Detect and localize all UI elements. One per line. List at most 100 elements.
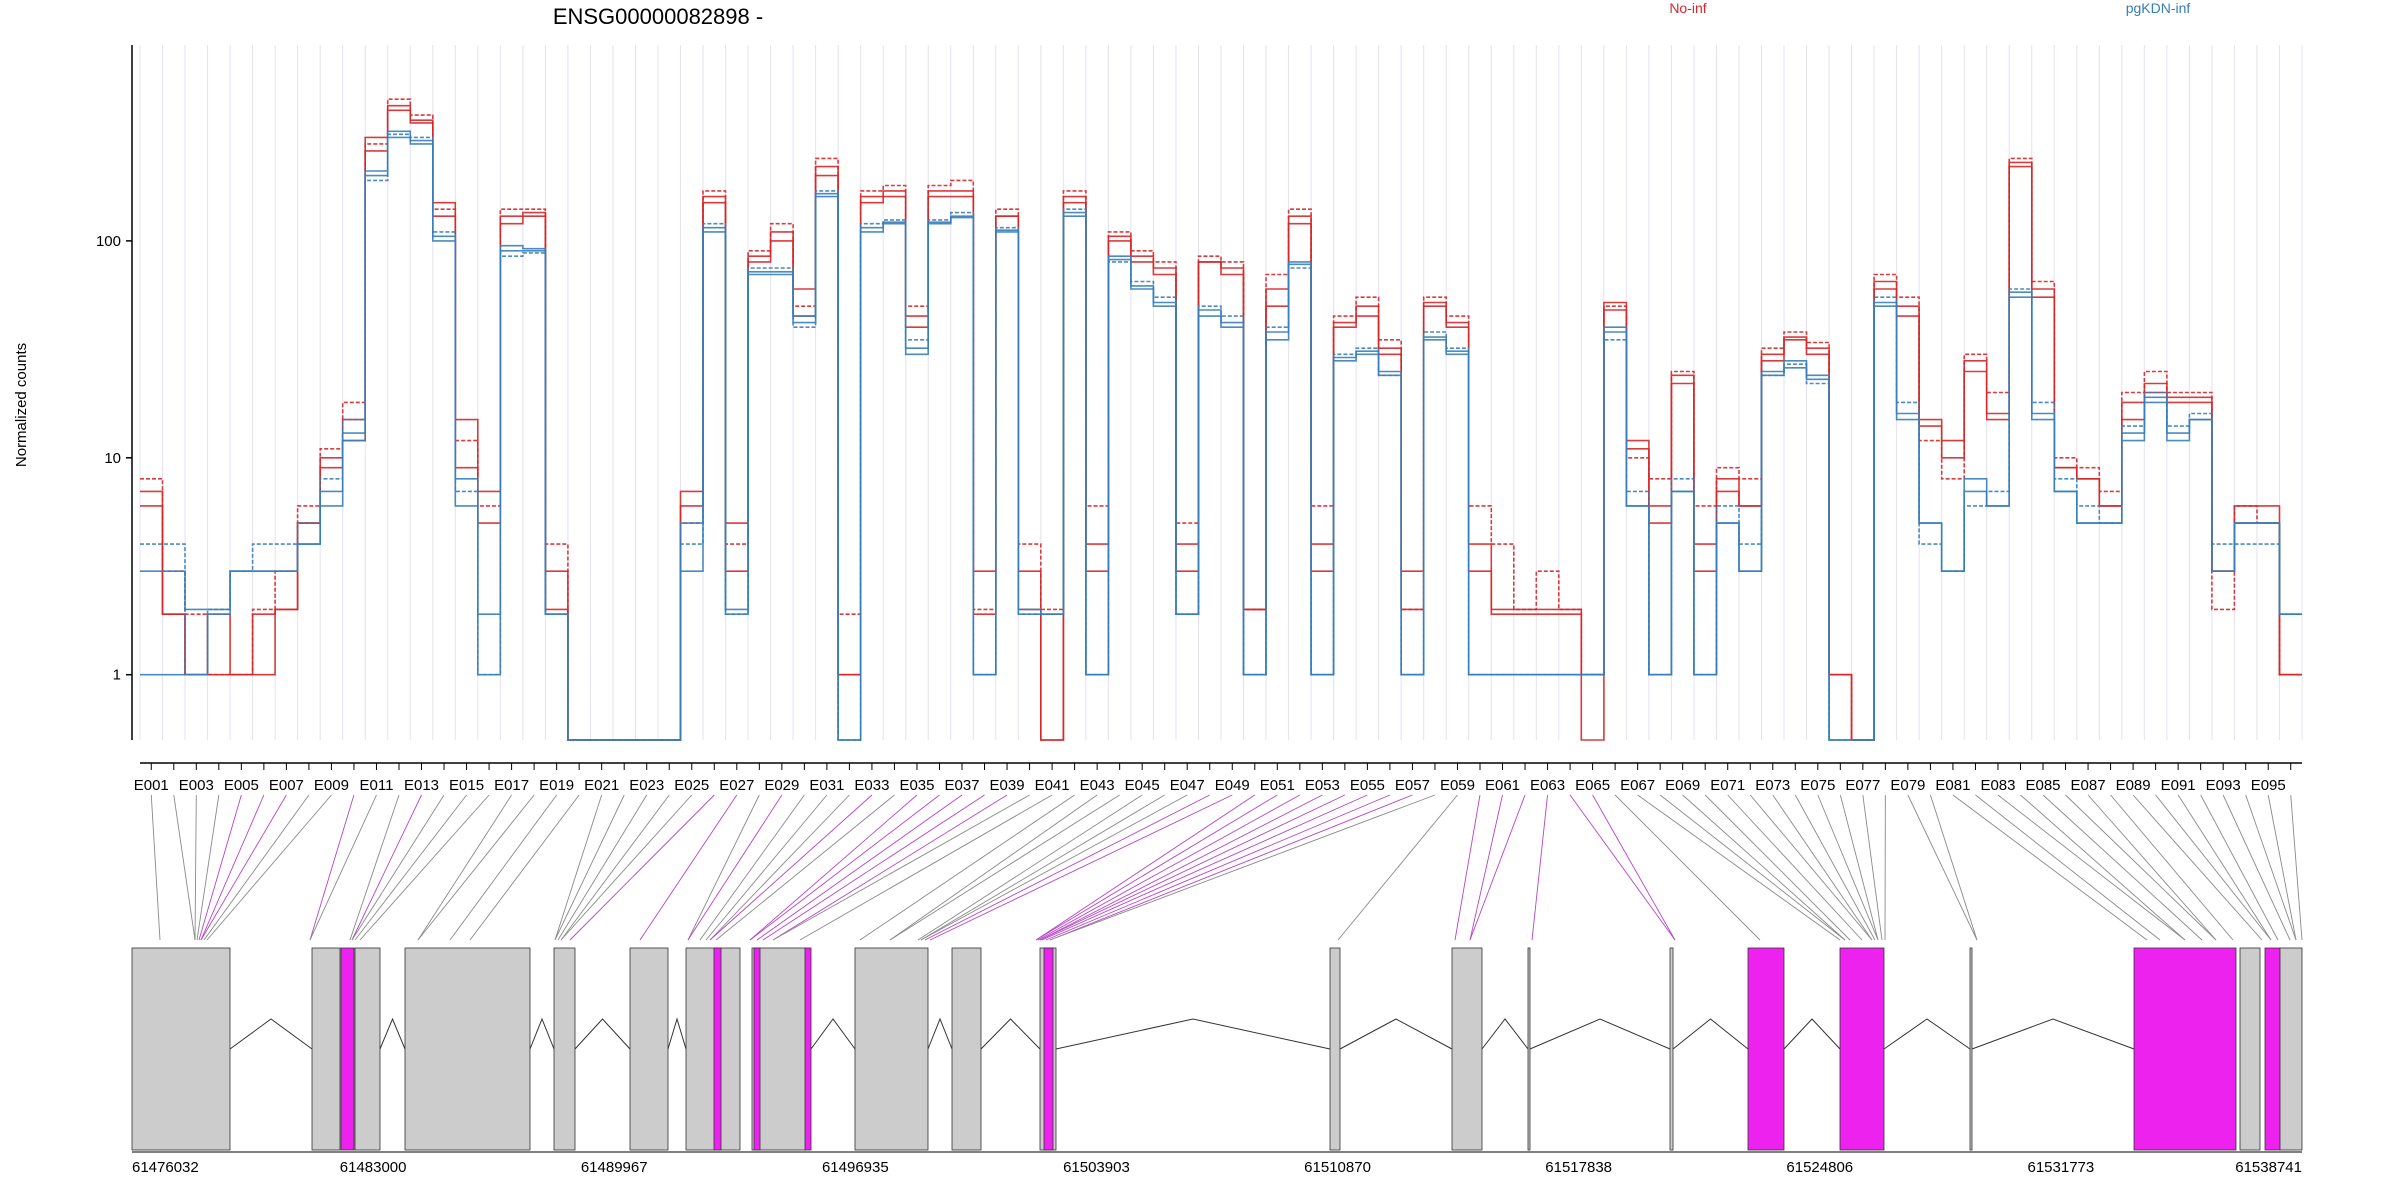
exon-connector xyxy=(2200,794,2279,941)
exon-connector xyxy=(709,794,850,941)
exon-connector xyxy=(1469,794,1503,941)
exon-connector xyxy=(1772,794,1873,941)
x-tick-label: E069 xyxy=(1665,777,1700,794)
exon-connector xyxy=(1952,794,2148,941)
exon-connector xyxy=(1997,794,2186,941)
x-tick-label: E083 xyxy=(1980,777,2015,794)
exon-block xyxy=(1527,947,1531,1151)
highlighted-exon xyxy=(1839,947,1885,1151)
exon-connector xyxy=(889,794,1098,941)
x-tick-label: E005 xyxy=(224,777,259,794)
chart-title: ENSG00000082898 - xyxy=(553,4,763,29)
exon-connector xyxy=(749,794,918,941)
x-tick-label: E039 xyxy=(990,777,1025,794)
exon-connector xyxy=(354,794,467,941)
exon-block xyxy=(2239,947,2261,1151)
exon-connector xyxy=(2267,794,2297,941)
intron-line xyxy=(1339,1018,1453,1050)
exon-block xyxy=(854,947,929,1151)
x-tick-label: E081 xyxy=(1935,777,1970,794)
exon-connector xyxy=(705,794,828,941)
series-line-pgkdn-inf xyxy=(140,130,2302,741)
exon-connector xyxy=(554,794,625,941)
exon-connector xyxy=(1454,794,1481,941)
x-tick-label: E029 xyxy=(764,777,799,794)
legend-no-inf: No-inf xyxy=(1669,0,1706,16)
coordinate-label: 61538741 xyxy=(2235,1159,2302,1176)
exon-connector xyxy=(173,794,196,941)
exon-connector xyxy=(715,794,895,941)
exon-connector xyxy=(2177,794,2272,941)
exon-block xyxy=(131,947,231,1151)
exon-block xyxy=(1669,947,1674,1151)
x-tick-label: E093 xyxy=(2206,777,2241,794)
x-tick-label: E027 xyxy=(719,777,754,794)
exon-block xyxy=(404,947,531,1151)
x-tick-label: E049 xyxy=(1215,777,1250,794)
exon-connector xyxy=(351,794,422,941)
exon-connector xyxy=(200,794,265,941)
exon-connector xyxy=(699,794,805,941)
exon-block xyxy=(951,947,982,1151)
exon-connector xyxy=(929,794,1233,941)
coordinate-label: 61503903 xyxy=(1063,1159,1130,1176)
exon-block xyxy=(1329,947,1341,1151)
x-tick-label: E053 xyxy=(1305,777,1340,794)
exon-connector xyxy=(309,794,377,941)
exon-connector xyxy=(1929,794,1978,941)
highlighted-exon xyxy=(2133,947,2237,1151)
exon-block xyxy=(1969,947,1973,1151)
intron-line xyxy=(1971,1018,2135,1050)
exon-connector xyxy=(469,794,580,941)
x-tick-label: E051 xyxy=(1260,777,1295,794)
exon-block xyxy=(553,947,576,1151)
exon-connector xyxy=(1839,794,1879,941)
exon-connector xyxy=(709,794,873,941)
highlighted-exon xyxy=(713,947,722,1151)
exon-block xyxy=(751,947,807,1151)
x-tick-label: E033 xyxy=(854,777,889,794)
x-tick-label: E031 xyxy=(809,777,844,794)
exon-connector xyxy=(359,794,490,941)
coordinate-label: 61510870 xyxy=(1304,1159,1371,1176)
exon-connector xyxy=(349,794,400,941)
coordinate-label: 61531773 xyxy=(2028,1159,2095,1176)
highlighted-exon xyxy=(2264,947,2281,1151)
exon-connector xyxy=(1469,794,1526,941)
x-tick-label: E057 xyxy=(1395,777,1430,794)
exon-connector xyxy=(417,794,512,941)
exon-connector xyxy=(687,794,760,941)
exon-connector xyxy=(1614,794,1761,941)
genomic-coordinate-labels: 61476032 61483000 61489967 61496935 61503903… xyxy=(132,1159,2302,1176)
intron-line xyxy=(1055,1018,1331,1050)
highlighted-exon xyxy=(804,947,812,1151)
x-tick-label: E015 xyxy=(449,777,484,794)
x-tick-label: E007 xyxy=(269,777,304,794)
x-tick-label: E071 xyxy=(1710,777,1745,794)
x-tick-label: E085 xyxy=(2025,777,2060,794)
exon-connector-lines xyxy=(150,794,2303,941)
exon-connector xyxy=(2132,794,2263,941)
intron-line xyxy=(574,1018,631,1050)
highlighted-exon xyxy=(1747,947,1785,1151)
x-tick-label: E003 xyxy=(179,777,214,794)
x-tick-label: E041 xyxy=(1035,777,1070,794)
intron-line xyxy=(529,1017,555,1050)
exon-connector xyxy=(449,794,557,941)
exon-connector xyxy=(2110,794,2234,941)
exon-connector xyxy=(687,794,783,941)
exon-connector xyxy=(1035,794,1256,941)
exon-connector xyxy=(557,794,648,941)
y-axis-ticks: 1 10 100 xyxy=(96,233,132,684)
exon-block xyxy=(685,947,741,1151)
exon-connector xyxy=(1569,794,1676,941)
exon-connector xyxy=(569,794,715,941)
exon-connector xyxy=(1704,794,1851,941)
x-tick-label: E089 xyxy=(2116,777,2151,794)
exon-connector xyxy=(1727,794,1863,941)
exon-connector xyxy=(762,794,985,941)
exon-connector xyxy=(1049,794,1413,941)
x-tick-label: E091 xyxy=(2161,777,2196,794)
intron-line xyxy=(1481,1018,1529,1050)
